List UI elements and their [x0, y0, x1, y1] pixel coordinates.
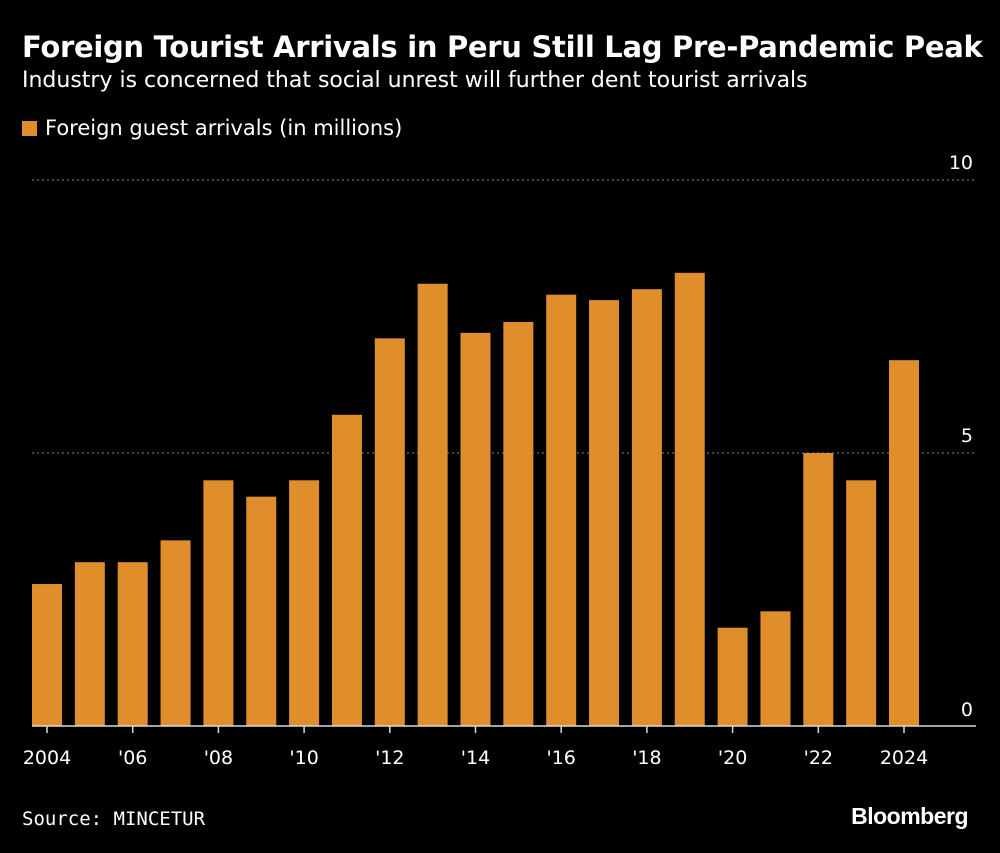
- bar-2005: [74, 562, 105, 726]
- bar-2024: [889, 360, 919, 726]
- x-tick-label-2004: 2004: [23, 747, 71, 769]
- bar-2018: [631, 289, 662, 726]
- chart-subtitle: Industry is concerned that social unrest…: [22, 68, 808, 93]
- bar-2011: [331, 414, 362, 726]
- bar-2015: [503, 321, 534, 726]
- bar-2022: [803, 453, 834, 726]
- source-note: Source: MINCETUR: [22, 808, 206, 830]
- bar-2012: [374, 338, 405, 726]
- bar-2019: [674, 272, 705, 726]
- bar-2007: [160, 540, 191, 726]
- bar-2004: [32, 584, 62, 726]
- x-tick-label-2016: '16: [546, 747, 575, 769]
- bar-2006: [117, 562, 148, 726]
- bar-2013: [417, 283, 448, 726]
- bar-2010: [289, 480, 320, 726]
- x-tick-label-2014: '14: [461, 747, 490, 769]
- x-tick-label-2020: '20: [718, 747, 747, 769]
- bar-2023: [846, 480, 877, 726]
- bar-2020: [717, 627, 748, 726]
- x-tick-label-2008: '08: [204, 747, 233, 769]
- legend: Foreign guest arrivals (in millions): [22, 116, 402, 140]
- x-tick-label-2022: '22: [804, 747, 833, 769]
- bar-2014: [460, 332, 491, 726]
- legend-swatch: [22, 120, 37, 136]
- x-tick-label-2006: '06: [118, 747, 147, 769]
- bar-2008: [203, 480, 234, 726]
- legend-label: Foreign guest arrivals (in millions): [45, 116, 403, 140]
- x-tick-label-2012: '12: [375, 747, 404, 769]
- y-tick-label-0: 0: [961, 699, 973, 721]
- bloomberg-logo: Bloomberg: [851, 803, 968, 829]
- x-tick-label-2010: '10: [289, 747, 318, 769]
- y-tick-label-5: 5: [961, 425, 973, 447]
- bar-2016: [546, 294, 577, 726]
- chart-title: Foreign Tourist Arrivals in Peru Still L…: [22, 30, 983, 64]
- bar-2017: [589, 300, 620, 726]
- bar-2009: [246, 496, 277, 726]
- x-tick-label-2018: '18: [632, 747, 661, 769]
- y-tick-label-10: 10: [949, 152, 973, 174]
- x-tick-label-2024: 2024: [880, 747, 928, 769]
- bar-2021: [760, 611, 791, 726]
